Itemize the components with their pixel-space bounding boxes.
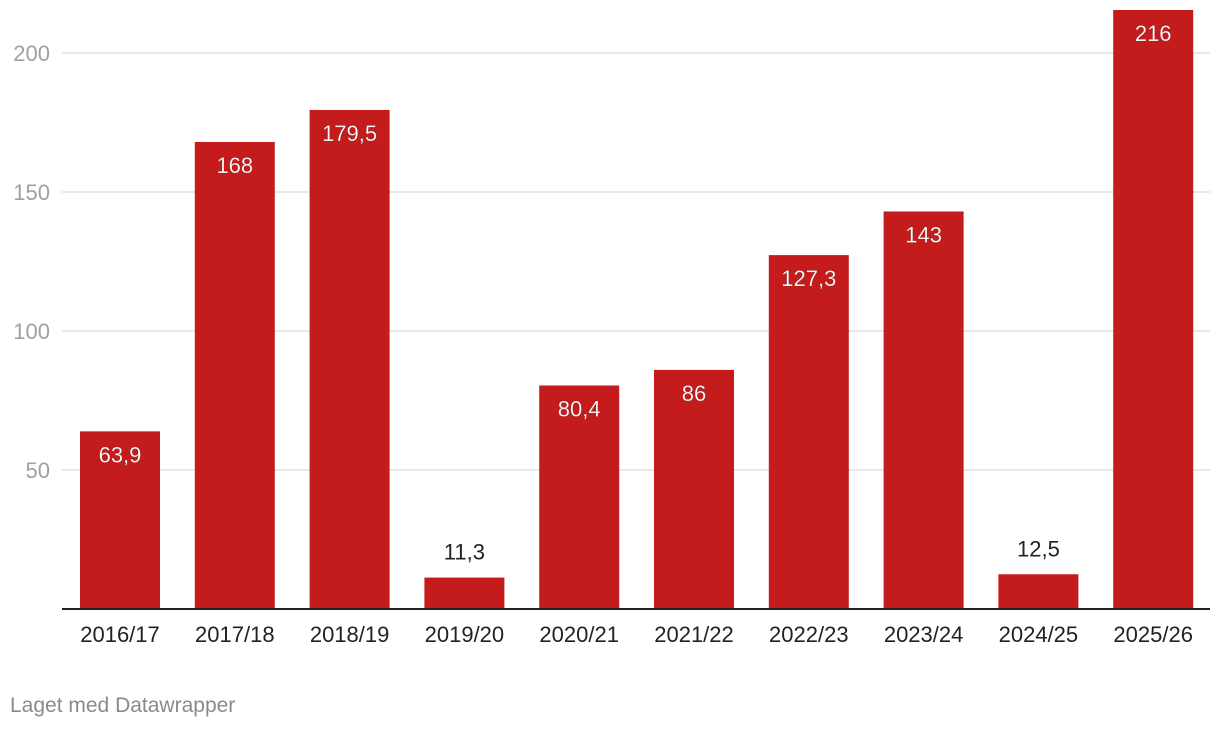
y-tick-label: 150 <box>13 180 50 205</box>
data-label: 80,4 <box>558 396 601 421</box>
data-label: 143 <box>905 222 942 247</box>
data-label: 179,5 <box>322 121 377 146</box>
bar <box>998 574 1079 609</box>
x-tick-label: 2017/18 <box>195 622 275 647</box>
x-tick-label: 2022/23 <box>769 622 849 647</box>
bars <box>80 10 1194 610</box>
x-tick-label: 2021/22 <box>654 622 734 647</box>
x-tick-label: 2020/21 <box>539 622 619 647</box>
bar <box>883 211 964 609</box>
x-tick-label: 2016/17 <box>80 622 160 647</box>
data-label: 127,3 <box>781 266 836 291</box>
data-label: 168 <box>216 153 253 178</box>
x-axis-tick-labels: 2016/17 2017/18 2018/19 2019/20 2020/21 2021/… <box>80 622 1193 647</box>
bar <box>768 255 849 609</box>
bar <box>194 141 275 609</box>
bar <box>424 577 505 609</box>
y-axis-tick-labels: 50 100 150 200 <box>13 41 50 483</box>
data-label: 216 <box>1135 21 1172 46</box>
x-tick-label: 2023/24 <box>884 622 964 647</box>
x-tick-label: 2024/25 <box>999 622 1079 647</box>
bar <box>1113 10 1194 609</box>
x-tick-label: 2025/26 <box>1113 622 1193 647</box>
data-label: 12,5 <box>1017 536 1060 561</box>
x-tick-label: 2018/19 <box>310 622 390 647</box>
data-label: 86 <box>682 381 706 406</box>
bar <box>309 109 390 610</box>
data-label: 11,3 <box>444 540 485 565</box>
bar <box>539 385 620 609</box>
x-tick-label: 2019/20 <box>425 622 505 647</box>
y-tick-label: 200 <box>13 41 50 66</box>
bar <box>654 369 734 609</box>
bar <box>80 431 160 609</box>
credit-footer: Laget med Datawrapper <box>10 694 236 717</box>
y-tick-label: 100 <box>13 319 50 344</box>
y-tick-label: 50 <box>26 458 50 483</box>
data-labels: 63,9 168 179,5 11,3 80,4 86 127,3 143 12,5 216 <box>98 21 1172 565</box>
data-label: 63,9 <box>99 442 142 467</box>
